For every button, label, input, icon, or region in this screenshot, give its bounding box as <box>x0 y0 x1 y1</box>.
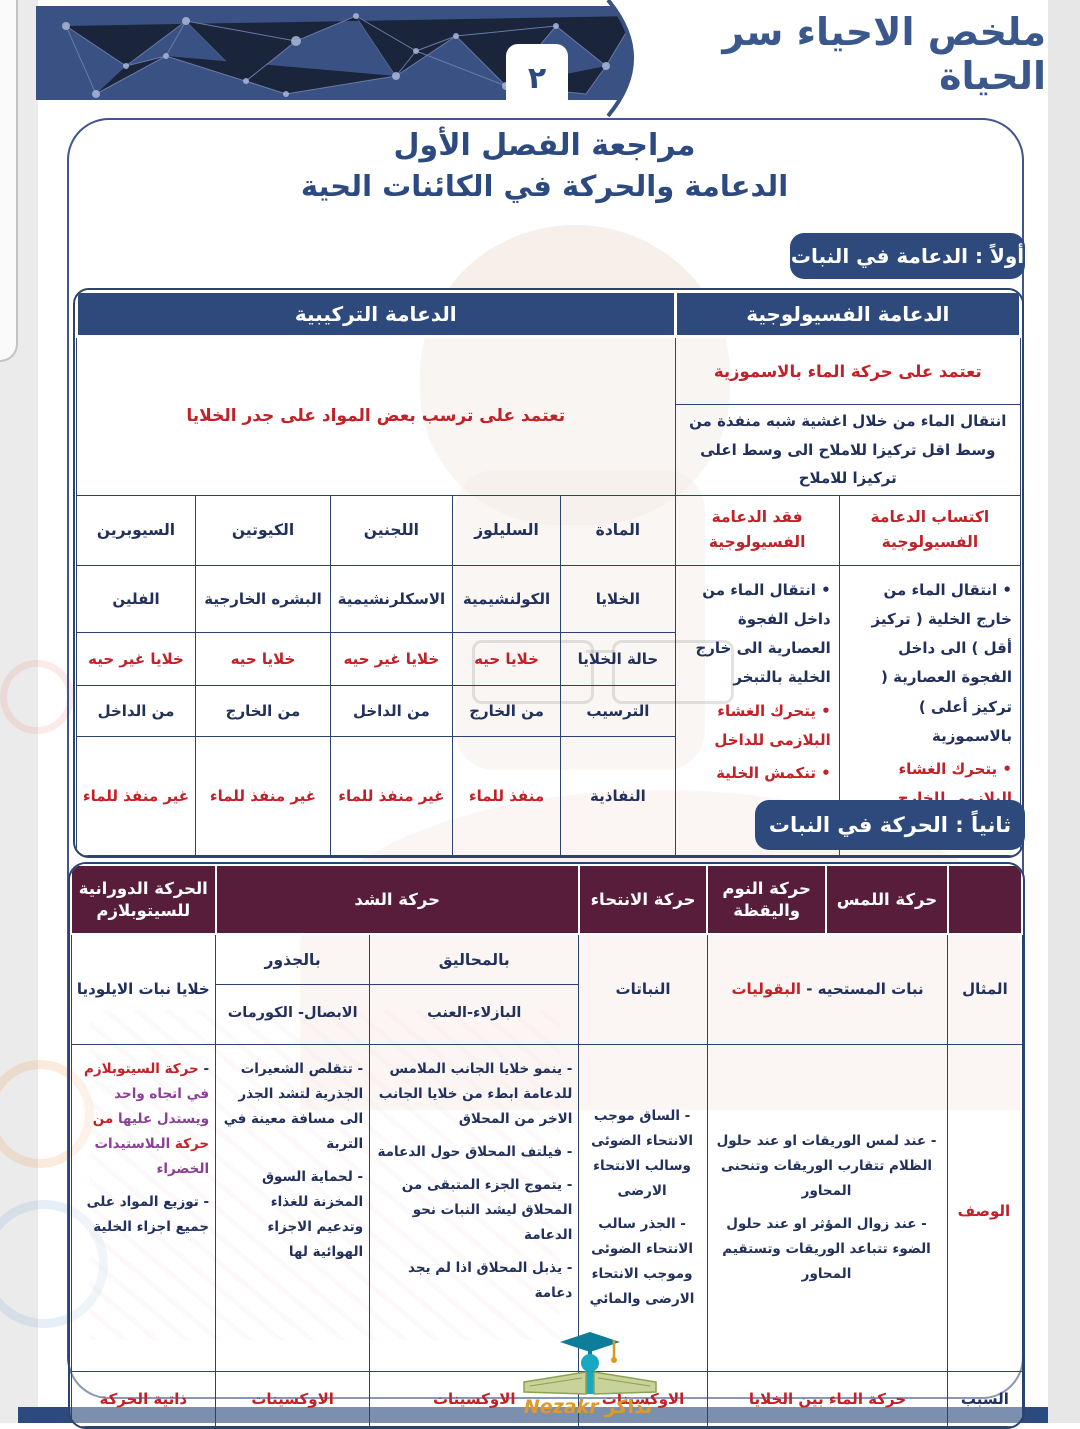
page-number: ٢ <box>506 44 568 112</box>
sleep-wake-movement-header: حركة النوم واليقظة <box>706 864 828 935</box>
page-title-line2: الدعامة والحركة في الكائنات الحية <box>300 168 789 203</box>
loss-point: انتقال الماء من داخل الفجوة العصارية الى… <box>680 576 830 693</box>
tropism-example: النباتات <box>578 933 708 1045</box>
cause-row-label: السبب <box>947 1371 1023 1427</box>
physiological-support-header: الدعامة الفسيولوجية <box>673 290 1022 338</box>
banner-curve-decoration <box>606 0 708 118</box>
description-point: الجذر سالب الانتحاء الضوئى وموجب الانتحا… <box>583 1212 700 1312</box>
cells-suberin: الفلين <box>76 564 196 634</box>
description-point: فيلتف المحلاق حول الدعامة <box>374 1140 572 1165</box>
graduate-book-icon <box>523 1332 657 1395</box>
desc-segment: في اتجاه واحد ويستدل عليها <box>114 1085 210 1127</box>
material-lignin: اللجنين <box>329 494 453 566</box>
deposition-lignin: من الداخل <box>329 685 453 737</box>
state-suberin: خلايا غير حيه <box>76 632 196 687</box>
booklet-title: ملخص الاحياء سر الحياة <box>722 10 1047 98</box>
material-header: المادة <box>560 494 676 566</box>
right-page-margin <box>1048 0 1080 1423</box>
touch-sleep-description: عند لمس الوريقات او عند حلول الظلام تتقا… <box>706 1044 949 1372</box>
nezakr-watermark: Nezakr نذاكر <box>488 1326 688 1422</box>
permeability-lignin: غير منفذ للماء <box>329 735 453 856</box>
roots-cause: الاوكسينات <box>215 1371 371 1427</box>
page-title-line1: مراجعة الفصل الأول <box>393 128 696 163</box>
watermark-latin: Nezakr <box>523 1396 599 1418</box>
cytoplasmic-rotation-header: الحركة الدورانية للسيتوبلازم <box>70 864 217 935</box>
description-point: يذبل المحلاق اذا لم يجد دعامة <box>374 1256 572 1306</box>
deposition-suberin: من الداخل <box>76 685 196 737</box>
tropism-description: الساق موجب الانتحاء الضوئى وسالب الانتحا… <box>578 1044 708 1372</box>
touch-sleep-example: نبات المستحيه - البقوليات <box>706 933 949 1045</box>
gain-point: انتقال الماء من خارج الخلية ( تركيز أقل … <box>844 576 1012 752</box>
watermark-arabic: نذاكر <box>604 1396 653 1418</box>
deposition-cutin: من الخارج <box>195 685 331 737</box>
row-label-cells: الخلايا <box>560 564 676 634</box>
cells-lignin: الاسكلرنشيمية <box>329 564 453 634</box>
section2-badge: ثانياً : الحركة في النبات <box>755 800 1025 850</box>
description-point: تتقلص الشعيرات الجذرية لتشد الجذر الى مس… <box>220 1057 363 1157</box>
corner-cell <box>946 864 1023 935</box>
description-point: توزيع المواد على جميع اجزاء الخلية <box>76 1190 209 1240</box>
loss-support-header: فقد الدعامة الفسيولوجية <box>674 494 840 566</box>
description-point: ينمو خلايا الجانب الملامس للدعامة ابطء م… <box>374 1057 573 1132</box>
tension-movement-header: حركة الشد <box>214 864 580 935</box>
desc-segment: من حركة <box>92 1110 210 1152</box>
tendrils-subheader: بالمحاليق <box>370 938 579 985</box>
roots-example-cell: بالجذور الابصال- الكورمات <box>215 933 371 1045</box>
row-label-cell-state: حالة الخلايا <box>560 632 676 687</box>
roots-subheader: بالجذور <box>216 938 370 985</box>
description-point: حركة السيتوبلازم في اتجاه واحد ويستدل عل… <box>76 1057 210 1182</box>
tendrils-cause: الاوكسينات <box>369 1371 580 1427</box>
deposition-cellulose: من الخارج <box>451 685 562 737</box>
material-cellulose: السليلوز <box>451 494 562 566</box>
example-row-label: المثال <box>947 933 1023 1045</box>
page-title: مراجعة الفصل الأول الدعامة والحركة في ال… <box>67 126 1022 206</box>
description-point: عند زوال المؤثر او عند حلول الضوء تتباعد… <box>712 1212 942 1287</box>
desc-segment: البلاستيدات الخضراء <box>94 1135 210 1177</box>
row-label-permeability: النفاذية <box>560 735 676 856</box>
support-table-grid: الدعامة الفسيولوجية الدعامة التركيبية تع… <box>75 290 1022 856</box>
tropism-movement-header: حركة الانتحاء <box>577 864 709 935</box>
support-table: الدعامة الفسيولوجية الدعامة التركيبية تع… <box>73 288 1024 858</box>
description-point: الساق موجب الانتحاء الضوئى وسالب الانتحا… <box>583 1104 700 1204</box>
touch-movement-header: حركة اللمس <box>825 864 949 935</box>
material-suberin: السيوبرين <box>76 494 196 566</box>
touch-sleep-cause: حركة الماء بين الخلايا <box>706 1371 949 1427</box>
description-point: يتموج الجزء المتبقى من المحلاق ليشد النب… <box>374 1173 573 1248</box>
description-point: عند لمس الوريقات او عند حلول الظلام تتقا… <box>712 1129 942 1204</box>
desc-segment: حركة السيتوبلازم <box>84 1061 199 1077</box>
description-row-label: الوصف <box>947 1044 1023 1372</box>
section1-badge: أولاً : الدعامة في النبات <box>790 233 1025 279</box>
structural-basis: تعتمد على ترسب بعض المواد على جدر الخلاي… <box>76 336 676 496</box>
page-curl-edge <box>0 0 18 362</box>
state-lignin: خلايا غير حيه <box>329 632 453 687</box>
permeability-suberin: غير منفذ للماء <box>76 735 196 856</box>
physiological-basis: تعتمد على حركة الماء بالاسموزية <box>674 336 1022 405</box>
cells-cutin: البشره الخارجية <box>195 564 331 634</box>
permeability-cutin: غير منفذ للماء <box>195 735 331 856</box>
roots-example: الابصال- الكورمات <box>227 1004 358 1021</box>
watermark-text: Nezakr نذاكر <box>488 1396 688 1418</box>
gain-support-header: اكتساب الدعامة الفسيولوجية <box>838 494 1022 566</box>
cytoplasmic-cause: ذاتية الحركة <box>70 1371 217 1427</box>
loss-point: يتحرك الغشاء البلازمى للداخل <box>680 697 830 756</box>
tendrils-description: ينمو خلايا الجانب الملامس للدعامة ابطء م… <box>369 1044 580 1372</box>
loss-point: تنكمش الخلية <box>680 759 831 788</box>
material-cutin: الكيوتين <box>195 494 331 566</box>
state-cellulose: خلايا حيه <box>451 632 562 687</box>
touch-sleep-example-legumes: البقوليات <box>731 980 801 998</box>
osmosis-definition: انتقال الماء من خلال اغشية شبه منفذة من … <box>674 404 1022 496</box>
roots-description: تتقلص الشعيرات الجذرية لتشد الجذر الى مس… <box>215 1044 371 1372</box>
cytoplasmic-example: خلايا نبات الايلوديا <box>70 933 217 1045</box>
touch-sleep-example-main: نبات المستحيه - <box>806 980 924 998</box>
cells-cellulose: الكولنشيمية <box>451 564 562 634</box>
tendrils-example: البازلاء-العنب <box>427 1004 522 1021</box>
state-cutin: خلايا حيه <box>195 632 331 687</box>
row-label-deposition: الترسيب <box>560 685 676 737</box>
permeability-cellulose: منفذ للماء <box>451 735 562 856</box>
cytoplasmic-description: حركة السيتوبلازم في اتجاه واحد ويستدل عل… <box>70 1044 217 1372</box>
structural-support-header: الدعامة التركيبية <box>75 290 677 338</box>
tendrils-example-cell: بالمحاليق البازلاء-العنب <box>369 933 580 1045</box>
description-point: لحماية السوق المخزنة للغذاء وتدعيم الاجز… <box>220 1165 363 1265</box>
